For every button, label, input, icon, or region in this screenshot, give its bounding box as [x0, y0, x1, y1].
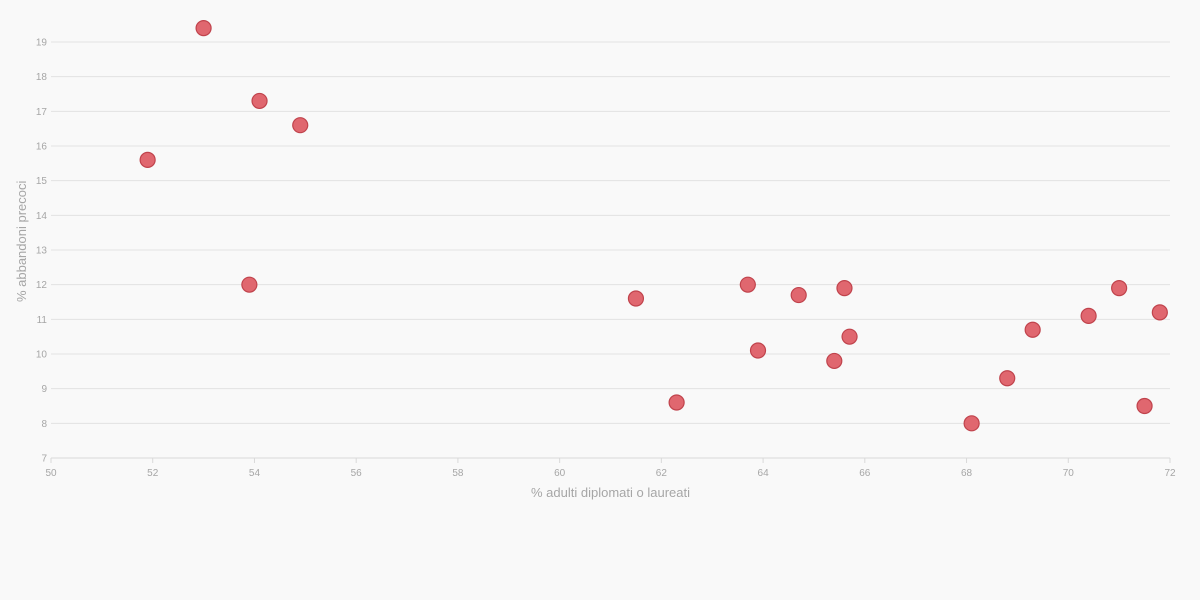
x-tick-label: 70 [1063, 468, 1075, 479]
y-tick-label: 7 [41, 454, 47, 465]
data-point[interactable] [251, 92, 268, 110]
y-axis-ticks: 7 8 9 10 11 12 13 14 15 16 17 18 19 [36, 38, 48, 465]
data-point[interactable] [749, 342, 767, 359]
data-points [139, 20, 1168, 432]
x-tick-label: 66 [859, 468, 871, 479]
x-tick-label: 64 [758, 468, 770, 479]
data-point[interactable] [241, 276, 258, 293]
x-tick-label: 72 [1164, 468, 1176, 479]
y-tick-label: 8 [41, 419, 47, 430]
x-tick-label: 50 [45, 468, 57, 479]
data-point[interactable] [195, 20, 212, 37]
y-tick-label: 13 [36, 246, 48, 257]
x-tick-label: 54 [249, 468, 261, 479]
y-tick-label: 9 [41, 384, 47, 395]
data-point[interactable] [1080, 307, 1097, 324]
x-tick-label: 56 [351, 468, 363, 479]
data-point[interactable] [826, 352, 843, 370]
data-point[interactable] [836, 280, 853, 297]
x-tick-label: 62 [656, 468, 668, 479]
x-axis-title: % adulti diplomati o laureati [531, 485, 690, 500]
y-axis-title: % abbandoni precoci [14, 181, 29, 303]
y-tick-label: 11 [37, 315, 48, 326]
gridlines [51, 41, 1170, 424]
x-tick-label: 58 [452, 468, 464, 479]
x-tick-label: 68 [961, 468, 973, 479]
data-point[interactable] [292, 117, 309, 134]
x-tick-label: 52 [147, 468, 159, 479]
data-point[interactable] [139, 151, 156, 168]
data-point[interactable] [841, 328, 858, 345]
y-tick-label: 18 [36, 72, 48, 83]
x-tick-label: 60 [554, 468, 566, 479]
y-tick-label: 12 [36, 280, 48, 291]
data-point[interactable] [963, 415, 980, 432]
data-point[interactable] [790, 286, 807, 304]
data-point[interactable] [668, 394, 685, 411]
y-tick-label: 15 [36, 176, 48, 187]
y-tick-label: 14 [36, 211, 48, 222]
data-point[interactable] [999, 370, 1016, 387]
data-point[interactable] [739, 276, 756, 293]
y-tick-label: 19 [36, 38, 48, 49]
data-point[interactable] [1136, 397, 1153, 415]
y-tick-label: 16 [36, 142, 48, 153]
y-tick-label: 10 [36, 350, 48, 361]
y-tick-label: 17 [36, 107, 48, 118]
x-axis-ticks: 50 52 54 56 58 60 62 64 66 68 70 72 [45, 458, 1176, 479]
data-point[interactable] [1151, 304, 1168, 321]
data-point[interactable] [1024, 321, 1041, 338]
data-point[interactable] [627, 290, 645, 307]
data-point[interactable] [1111, 280, 1128, 297]
